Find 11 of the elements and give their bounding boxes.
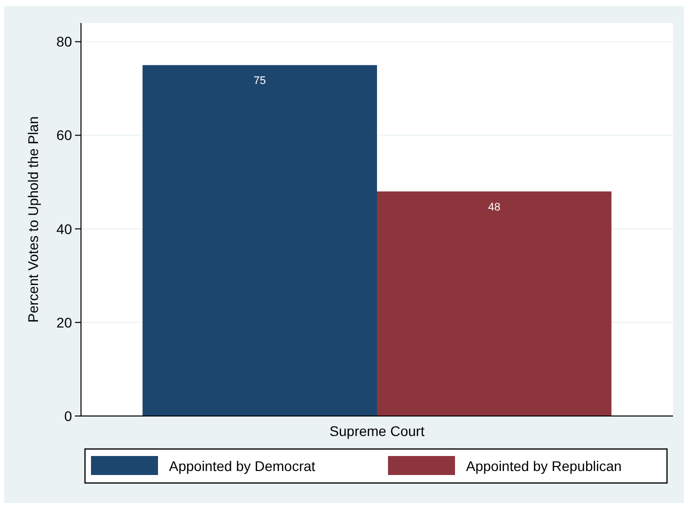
legend-label: Appointed by Democrat xyxy=(169,458,316,474)
y-tick-label: 20 xyxy=(56,314,72,330)
data-label: 75 xyxy=(254,75,266,88)
y-tick-label: 80 xyxy=(56,34,72,50)
y-tick-label: 40 xyxy=(56,220,72,237)
legend-label: Appointed by Republican xyxy=(466,458,622,474)
y-tick-label: 60 xyxy=(56,127,72,144)
x-tick-label: Supreme Court xyxy=(330,423,425,439)
y-axis-title: Percent Votes to Uphold the Plan xyxy=(25,116,41,323)
data-label: 48 xyxy=(488,201,500,214)
y-tick-label: 0 xyxy=(64,408,72,424)
